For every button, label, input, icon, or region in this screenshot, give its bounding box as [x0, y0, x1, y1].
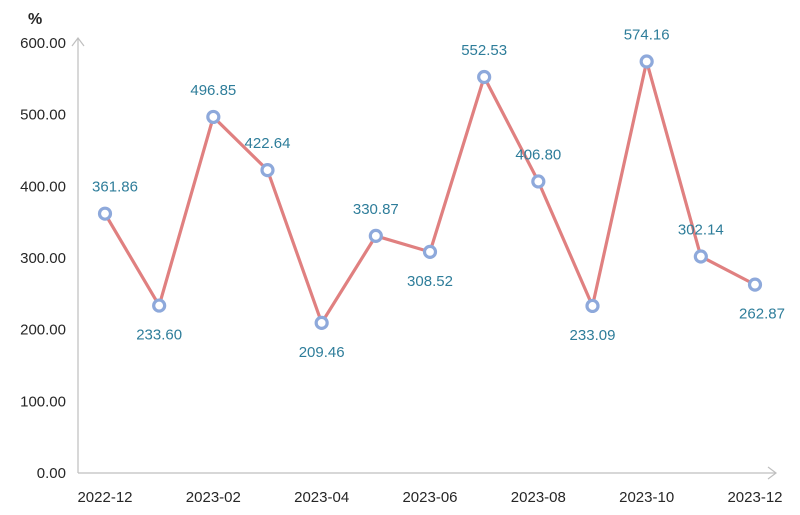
data-point — [585, 298, 600, 314]
data-label: 302.14 — [678, 221, 724, 238]
data-point — [531, 174, 546, 189]
x-tick-label: 2022-12 — [77, 489, 132, 506]
data-point — [747, 277, 763, 292]
y-tick-label: 600.00 — [20, 35, 66, 52]
data-label: 422.64 — [245, 135, 291, 152]
data-label: 574.16 — [624, 27, 670, 44]
data-label: 308.52 — [407, 273, 453, 290]
data-point — [693, 249, 708, 264]
x-axis-arrow — [767, 466, 777, 480]
data-point — [368, 228, 383, 243]
x-tick-label: 2023-10 — [619, 489, 674, 506]
y-tick-label: 400.00 — [20, 178, 66, 195]
x-tick-label: 2023-08 — [511, 489, 566, 506]
data-point — [260, 163, 275, 178]
data-point — [206, 109, 221, 125]
data-label: 406.80 — [515, 146, 561, 163]
data-point — [97, 206, 113, 221]
data-label: 496.85 — [190, 82, 236, 99]
data-label: 552.53 — [461, 42, 507, 59]
data-label: 361.86 — [92, 179, 138, 196]
data-label: 330.87 — [353, 201, 399, 218]
y-axis-ticks: 0.00 100.00 200.00 300.00 400.00 500.00 600.00 — [20, 35, 66, 482]
data-labels: 361.86 233.60 496.85 422.64 209.46 330.87 308.… — [92, 27, 785, 361]
data-label: 233.60 — [136, 327, 182, 344]
data-point — [314, 315, 329, 330]
data-point — [639, 54, 654, 69]
y-tick-label: 100.00 — [20, 393, 66, 410]
data-point — [422, 244, 438, 259]
x-tick-label: 2023-02 — [186, 489, 241, 506]
y-tick-label: 500.00 — [20, 107, 66, 124]
y-tick-label: 200.00 — [20, 322, 66, 339]
y-tick-label: 300.00 — [20, 250, 66, 267]
data-point — [152, 298, 167, 313]
data-label: 209.46 — [299, 344, 345, 361]
x-axis-ticks: 2022-12 2023-02 2023-04 2023-06 2023-08 2023-… — [77, 489, 782, 506]
data-label: 233.09 — [570, 327, 616, 344]
y-tick-label: 0.00 — [37, 465, 66, 482]
y-axis-arrow — [71, 37, 85, 47]
x-tick-label: 2023-04 — [294, 489, 349, 506]
series-group — [97, 54, 763, 330]
x-tick-label: 2023-12 — [727, 489, 782, 506]
data-label: 262.87 — [739, 306, 785, 323]
y-axis-unit-label: % — [28, 11, 42, 28]
data-point — [477, 69, 492, 85]
axes — [71, 37, 777, 480]
x-tick-label: 2023-06 — [402, 489, 457, 506]
